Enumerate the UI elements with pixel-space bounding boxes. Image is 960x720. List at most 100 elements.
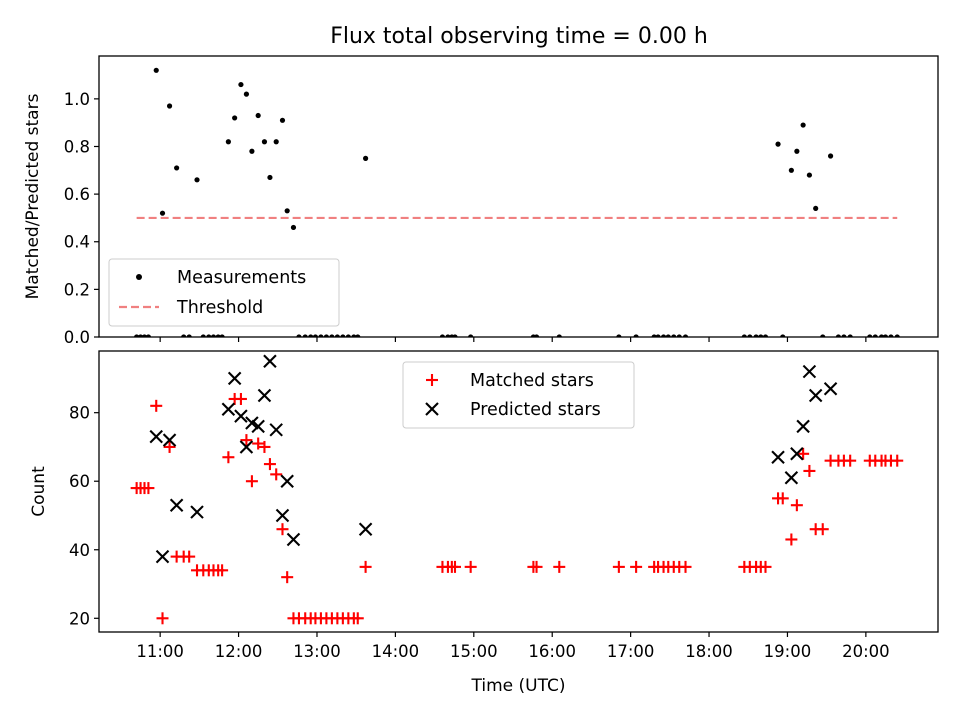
top-x-ticks bbox=[159, 337, 867, 342]
top-y-axis-label: Matched/Predicted stars bbox=[23, 93, 43, 299]
measurement-point bbox=[232, 115, 238, 121]
top-y-tick-label: 0.6 bbox=[64, 185, 90, 204]
legend-predicted-label: Predicted stars bbox=[470, 400, 601, 420]
matched-stars-point bbox=[679, 560, 692, 573]
matched-stars-point bbox=[142, 482, 155, 495]
measurement-point bbox=[362, 155, 369, 161]
chart-title: Flux total observing time = 0.00 h bbox=[330, 24, 708, 49]
predicted-stars-point bbox=[280, 474, 294, 488]
bottom-y-tick-label: 40 bbox=[69, 541, 90, 560]
matched-stars-point bbox=[163, 440, 176, 453]
bottom-series-layer bbox=[130, 354, 904, 625]
bottom-x-ticks: 11:00 12:00 13:00 14:00 15:00 16:00 17:00 18:00… bbox=[136, 632, 890, 661]
matched-stars-point bbox=[222, 451, 235, 464]
bottom-legend-box bbox=[402, 361, 635, 429]
matched-stars-point bbox=[216, 564, 229, 577]
bottom-x-tick-label: 17:00 bbox=[607, 642, 655, 661]
measurement-point bbox=[290, 224, 297, 231]
predicted-stars-point bbox=[275, 508, 290, 523]
measurement-point bbox=[261, 139, 268, 145]
matched-stars-point bbox=[156, 612, 169, 625]
matched-stars-point bbox=[803, 464, 816, 477]
matched-stars-point bbox=[759, 560, 772, 573]
bottom-y-ticks: 20 40 60 80 bbox=[69, 404, 99, 628]
top-y-tick-label: 0.2 bbox=[64, 280, 90, 299]
measurement-point bbox=[243, 91, 250, 97]
bottom-x-tick-label: 14:00 bbox=[372, 642, 420, 661]
predicted-stars-point bbox=[358, 522, 373, 536]
measurement-point bbox=[174, 165, 180, 171]
measurement-point bbox=[153, 67, 159, 73]
bottom-x-axis-label: Time (UTC) bbox=[471, 676, 566, 696]
measurement-point bbox=[238, 81, 244, 88]
matched-stars-point bbox=[448, 560, 461, 573]
measurement-point bbox=[267, 174, 273, 181]
matched-stars-point bbox=[150, 399, 163, 412]
measurement-point bbox=[794, 148, 800, 154]
predicted-stars-point bbox=[245, 416, 259, 430]
top-y-ticks: 0.0 0.2 0.4 0.6 0.8 1.0 bbox=[64, 90, 99, 347]
legend-predicted-marker bbox=[425, 402, 439, 416]
measurement-point bbox=[255, 112, 261, 119]
bottom-y-tick-label: 20 bbox=[69, 609, 90, 628]
measurement-point bbox=[813, 205, 819, 212]
predicted-stars-point bbox=[771, 450, 785, 464]
measurement-point bbox=[194, 177, 200, 183]
measurement-point bbox=[806, 172, 813, 178]
predicted-stars-point bbox=[149, 429, 163, 444]
matched-stars-point bbox=[276, 523, 289, 536]
bottom-x-tick-label: 11:00 bbox=[136, 642, 184, 661]
matched-stars-point bbox=[785, 533, 798, 546]
bottom-y-axis-label: Count bbox=[29, 466, 49, 517]
predicted-stars-point bbox=[790, 447, 804, 461]
top-axes-frame bbox=[98, 55, 939, 338]
bottom-x-tick-label: 16:00 bbox=[528, 642, 576, 661]
matched-stars-point bbox=[790, 499, 803, 512]
predicted-stars-point bbox=[796, 419, 810, 434]
top-y-tick-label: 1.0 bbox=[64, 90, 90, 109]
measurement-point bbox=[284, 208, 290, 214]
bottom-x-tick-label: 19:00 bbox=[764, 642, 812, 661]
predicted-stars-point bbox=[162, 433, 177, 447]
matched-stars-point bbox=[612, 560, 625, 573]
bottom-axes-frame bbox=[98, 350, 939, 633]
bottom-y-tick-label: 80 bbox=[69, 404, 90, 423]
predicted-stars-point bbox=[269, 423, 283, 437]
legend-matched-label: Matched stars bbox=[470, 371, 594, 391]
predicted-stars-point bbox=[257, 388, 272, 403]
measurement-point bbox=[159, 210, 166, 216]
predicted-stars-point bbox=[802, 364, 817, 379]
predicted-stars-point bbox=[286, 532, 301, 547]
bottom-x-tick-label: 12:00 bbox=[215, 642, 263, 661]
predicted-stars-point bbox=[190, 505, 204, 519]
matched-stars-point bbox=[891, 454, 904, 467]
predicted-stars-point bbox=[234, 409, 248, 423]
legend-measurements-marker bbox=[136, 274, 142, 280]
matched-stars-point bbox=[240, 434, 253, 447]
measurement-point bbox=[800, 122, 806, 128]
predicted-stars-point bbox=[263, 354, 277, 369]
measurement-point bbox=[775, 141, 781, 147]
top-panel: 0.0 0.2 0.4 0.6 0.8 1.0 Matched/Predicted sta… bbox=[23, 55, 939, 347]
matched-stars-point bbox=[270, 468, 283, 481]
matched-stars-point bbox=[530, 560, 543, 573]
measurement-point bbox=[279, 117, 286, 123]
matched-stars-point bbox=[263, 458, 276, 471]
matched-stars-point bbox=[797, 447, 810, 460]
matched-stars-point bbox=[630, 560, 643, 573]
matched-stars-point bbox=[776, 492, 789, 505]
predicted-stars-point bbox=[227, 371, 242, 386]
predicted-stars-point bbox=[239, 440, 254, 454]
bottom-x-tick-label: 18:00 bbox=[685, 642, 733, 661]
measurement-point bbox=[166, 103, 173, 109]
measurement-point bbox=[225, 139, 231, 145]
predicted-stars-point bbox=[251, 419, 265, 434]
measurement-point bbox=[249, 148, 255, 154]
predicted-stars-point bbox=[784, 471, 799, 485]
top-y-tick-label: 0.0 bbox=[64, 328, 90, 347]
legend-cross-glyph bbox=[425, 402, 439, 416]
matched-stars-point bbox=[844, 454, 857, 467]
